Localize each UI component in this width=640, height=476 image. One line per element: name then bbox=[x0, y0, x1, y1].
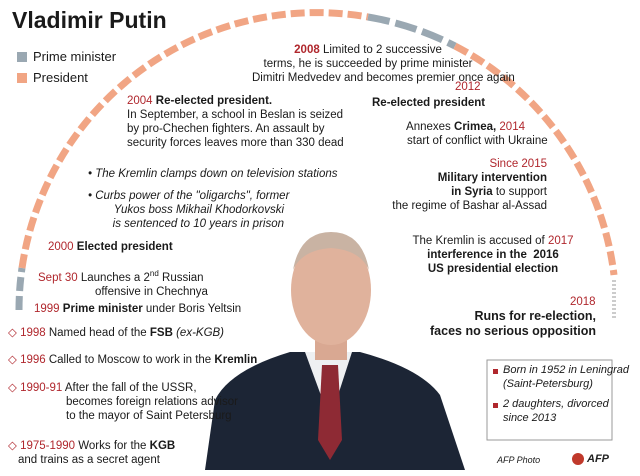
year: 1975-1990 bbox=[20, 440, 76, 452]
legend-label: Prime minister bbox=[33, 49, 117, 64]
year: 2018 bbox=[570, 296, 596, 308]
text: KGB bbox=[149, 440, 176, 452]
bullet-item: • Curbs power of the "oligarchs", former… bbox=[88, 190, 290, 230]
text: In September, a school in Beslan is seiz… bbox=[127, 109, 344, 121]
arc-pm bbox=[15, 267, 26, 311]
text: Launches a 2 bbox=[80, 271, 150, 284]
fact: Born in 1952 in Leningrad (Saint-Petersb… bbox=[503, 364, 629, 391]
arc-president bbox=[453, 42, 618, 276]
text: Kremlin bbox=[214, 354, 258, 366]
year: Sept 30 bbox=[38, 271, 78, 284]
event-sept30: Sept 30 Launches a 2nd Russian offensive… bbox=[38, 267, 208, 299]
text: security forces leaves more than 330 dea… bbox=[127, 137, 344, 149]
timeline-arc bbox=[15, 9, 618, 318]
event-1996: ◇ 1996 Called to Moscow to work in the K… bbox=[8, 354, 258, 366]
text: terms, he is succeeded by prime minister bbox=[263, 58, 473, 70]
text: Runs for re-election, bbox=[474, 309, 596, 323]
headline: Elected president bbox=[76, 241, 173, 253]
text: start of conflict with Ukraine bbox=[407, 135, 548, 147]
year: 2012 bbox=[455, 81, 481, 93]
text: to the mayor of Saint Petersburg bbox=[66, 410, 232, 422]
text: Crimea, bbox=[454, 121, 497, 133]
logo: AFP bbox=[587, 453, 609, 465]
text: FSB bbox=[149, 327, 173, 339]
event-1998: ◇ 1998 Named head of the FSB (ex-KGB) bbox=[8, 327, 225, 339]
title: Vladimir Putin bbox=[12, 7, 167, 33]
event-2000: 2000 Elected president bbox=[48, 240, 173, 254]
year: 1998 bbox=[20, 327, 46, 339]
event-2018: Runs for re-election, faces no serious o… bbox=[420, 309, 596, 339]
year: 2014 bbox=[499, 121, 525, 133]
year: 2000 bbox=[48, 241, 74, 253]
text: Named head of the bbox=[48, 327, 147, 339]
text: (ex-KGB) bbox=[176, 327, 225, 339]
text: Yukos boss Mikhail Khodorkovski bbox=[113, 204, 284, 216]
text: in Syria bbox=[451, 186, 493, 198]
event-2017: The Kremlin is accused of 2017 interfere… bbox=[400, 234, 586, 276]
text: to support bbox=[495, 186, 547, 198]
event-1975: ◇ 1975-1990 Works for the KGB and trains… bbox=[8, 440, 176, 466]
text: by pro-Chechen fighters. An assault by bbox=[127, 123, 325, 135]
text: Annexes bbox=[406, 121, 451, 133]
year: 1996 bbox=[20, 354, 46, 366]
text: under Boris Yeltsin bbox=[145, 303, 242, 315]
text: the regime of Bashar al-Assad bbox=[392, 200, 547, 212]
text: US presidential election bbox=[427, 263, 559, 275]
headline: Re-elected president. bbox=[155, 95, 273, 107]
event-2004: 2004 Re-elected president. In September,… bbox=[127, 94, 344, 150]
event-2014: Annexes Crimea, 2014 start of conflict w… bbox=[395, 120, 548, 148]
facts-box bbox=[486, 359, 613, 441]
headline: Prime minister bbox=[62, 303, 143, 315]
credit: AFP Photo bbox=[497, 455, 541, 465]
text: Dimitri Medvedev and becomes premier onc… bbox=[252, 72, 515, 84]
legend-swatch bbox=[17, 73, 27, 83]
text: 2 daughters, divorced bbox=[503, 398, 609, 410]
photo bbox=[205, 232, 465, 470]
year: 2008 bbox=[294, 44, 320, 56]
text: Called to Moscow to work in the bbox=[48, 354, 212, 366]
text: Born in 1952 in Leningrad bbox=[503, 364, 629, 376]
event-1999: 1999 Prime minister under Boris Yeltsin bbox=[34, 302, 241, 316]
text: The Kremlin is accused of bbox=[412, 235, 545, 247]
headline: Re-elected president bbox=[372, 97, 486, 109]
text: becomes foreign relations advisor bbox=[66, 396, 238, 408]
text: faces no serious opposition bbox=[430, 324, 596, 338]
text: offensive in Chechnya bbox=[95, 285, 208, 298]
bullet bbox=[493, 369, 498, 374]
event-1990: ◇ 1990-91 After the fall of the USSR, be… bbox=[8, 382, 238, 422]
text: since 2013 bbox=[503, 411, 557, 424]
arc-pm bbox=[367, 13, 457, 50]
text: Limited to 2 successive bbox=[322, 44, 442, 56]
year: Since 2015 bbox=[489, 158, 547, 170]
year: 1999 bbox=[34, 303, 60, 315]
arc-president bbox=[18, 9, 369, 269]
event-2015: Since 2015 Military intervention in Syri… bbox=[390, 157, 547, 213]
year: 2017 bbox=[547, 235, 574, 247]
legend-label: President bbox=[33, 70, 88, 85]
text: The Kremlin clamps down on television st… bbox=[95, 168, 338, 180]
fact: 2 daughters, divorced since 2013 bbox=[503, 398, 609, 425]
year: 1990-91 bbox=[20, 382, 63, 394]
text: (Saint-Petersburg) bbox=[503, 377, 593, 390]
event-2008: 2008 Limited to 2 successive terms, he i… bbox=[252, 43, 515, 85]
logo-mark bbox=[572, 453, 584, 465]
bullet-item: • The Kremlin clamps down on television … bbox=[88, 168, 338, 180]
text: Military intervention bbox=[437, 172, 547, 184]
text: After the fall of the USSR, bbox=[64, 382, 197, 394]
text: Curbs power of the "oligarchs", former bbox=[95, 190, 290, 202]
text: nd bbox=[149, 269, 159, 278]
legend-swatch bbox=[17, 52, 27, 62]
text: interference in the 2016 bbox=[427, 249, 559, 261]
text: Russian bbox=[162, 271, 204, 284]
year: 2004 bbox=[127, 95, 153, 107]
text: Works for the bbox=[78, 440, 147, 452]
text: and trains as a secret agent bbox=[18, 454, 160, 466]
text: is sentenced to 10 years in prison bbox=[112, 218, 284, 230]
bullet bbox=[493, 403, 498, 408]
